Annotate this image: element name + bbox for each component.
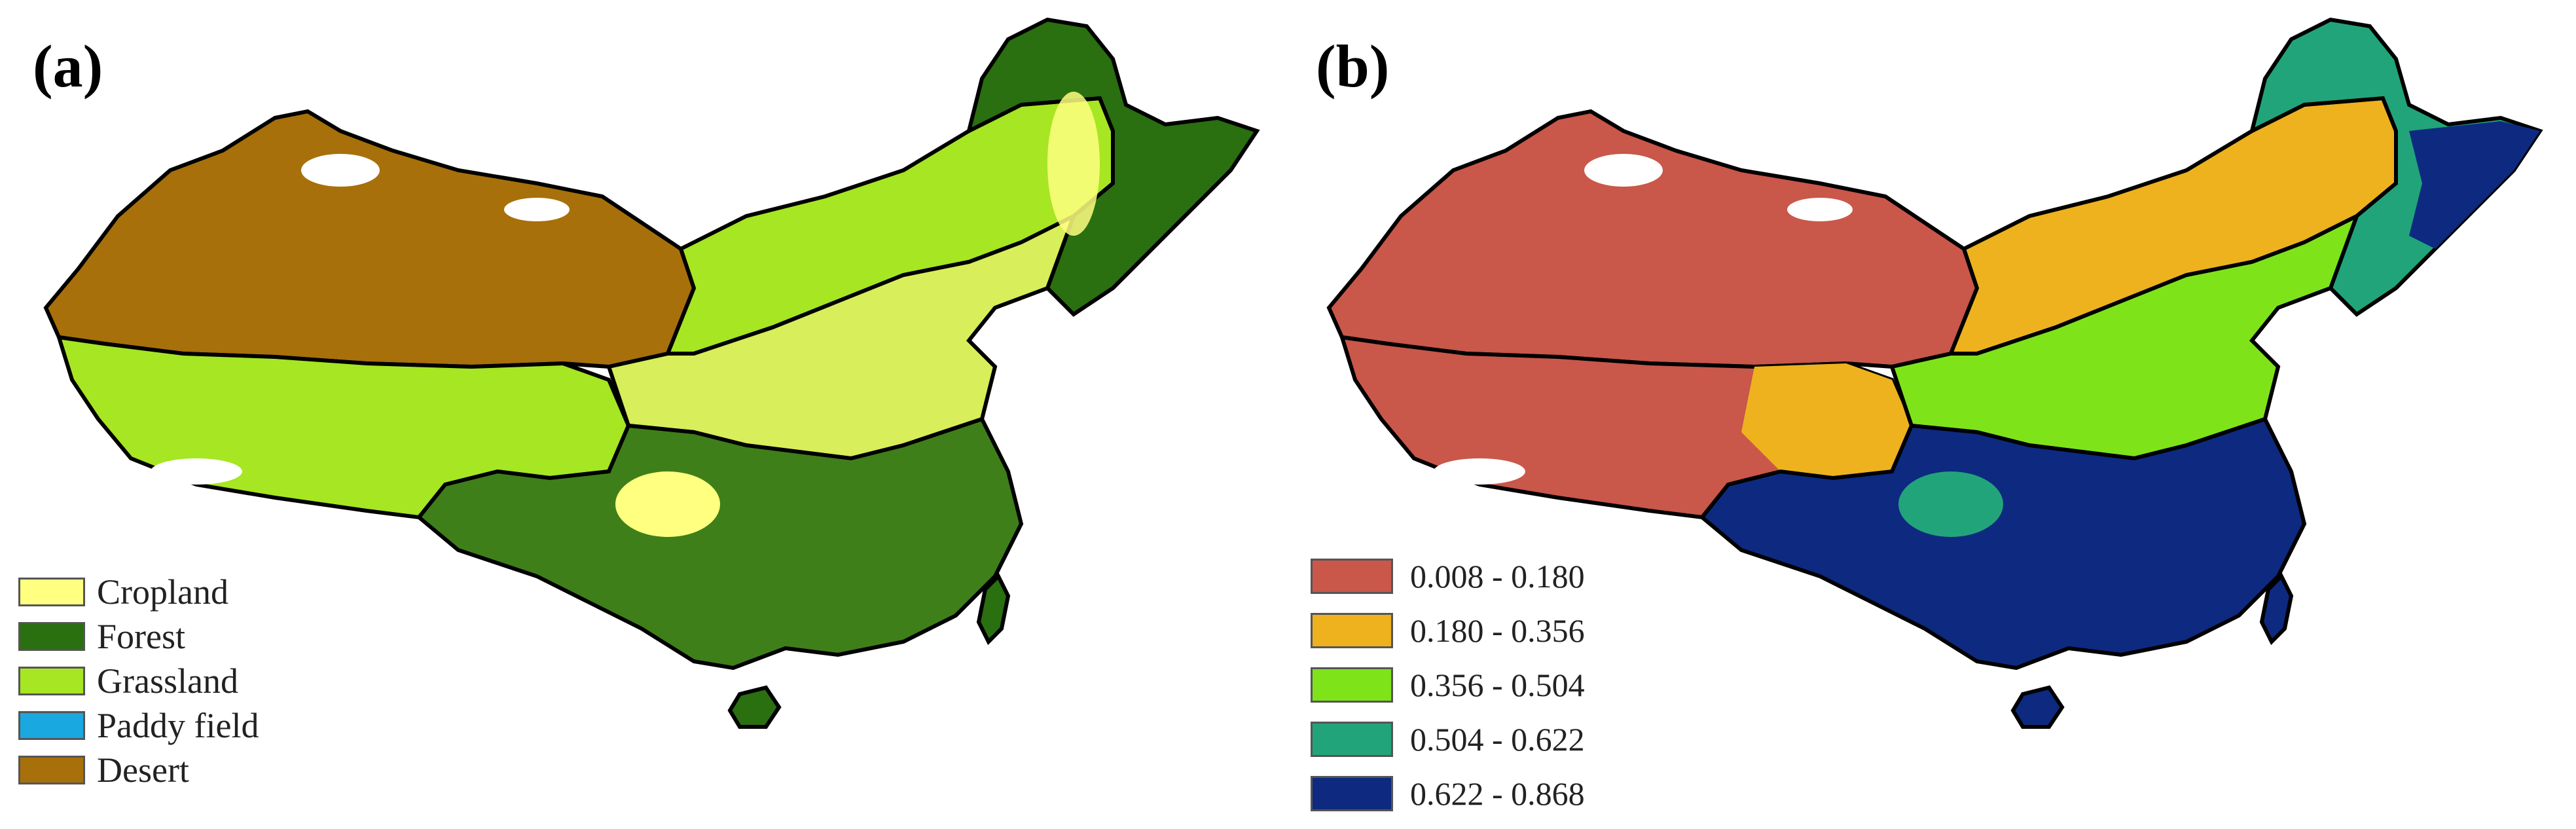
legend-label: Desert <box>97 750 189 790</box>
map-region-northeast-plain <box>1047 92 1100 236</box>
legend-item: 0.504 - 0.622 <box>1311 712 1585 766</box>
legend-swatch <box>18 667 85 695</box>
map-gap <box>301 154 380 187</box>
map-island-hainan <box>2010 685 2065 729</box>
map-region-northeast-east <box>2409 121 2540 249</box>
legend-item: Paddy field <box>18 703 259 748</box>
legend-swatch <box>1311 612 1393 648</box>
panel-b-value-map: (b) 0.008 - 0.180 0.180 - 0.356 0.356 - 0.… <box>1283 0 2576 829</box>
map-region-sichuan-basin <box>615 471 720 537</box>
legend-label: 0.008 - 0.180 <box>1410 557 1585 595</box>
land-cover-map <box>43 17 1260 729</box>
map-gap <box>151 458 242 485</box>
map-region-south <box>1699 416 2307 671</box>
map-gap <box>1434 458 1525 485</box>
map-island-taiwan <box>2259 572 2294 646</box>
panel-label: (a) <box>33 33 103 100</box>
legend-swatch <box>1311 721 1393 757</box>
panel-label: (b) <box>1316 33 1390 100</box>
legend-item: 0.356 - 0.504 <box>1311 657 1585 712</box>
legend-swatch <box>18 711 85 740</box>
map-island-taiwan <box>976 572 1011 646</box>
legend-label: Paddy field <box>97 706 259 745</box>
legend-item: Grassland <box>18 659 259 703</box>
legend-label: Cropland <box>97 572 228 612</box>
value-class-legend: 0.008 - 0.180 0.180 - 0.356 0.356 - 0.504 0… <box>1311 549 1585 820</box>
panel-a-land-cover-map: (a) Cropland Forest Grassland Paddy field De… <box>0 0 1283 829</box>
legend-swatch <box>18 756 85 784</box>
legend-swatch <box>18 578 85 606</box>
legend-label: Grassland <box>97 661 238 701</box>
legend-label: 0.356 - 0.504 <box>1410 666 1585 703</box>
legend-item: 0.008 - 0.180 <box>1311 549 1585 603</box>
legend-swatch <box>1311 775 1393 811</box>
value-class-map <box>1326 17 2543 729</box>
land-cover-legend: Cropland Forest Grassland Paddy field Desert <box>18 570 259 792</box>
map-region-tibet-east <box>1741 363 1912 478</box>
legend-item: Desert <box>18 748 259 792</box>
legend-item: Forest <box>18 614 259 659</box>
map-gap <box>1584 154 1663 187</box>
map-island-hainan <box>727 685 782 729</box>
legend-label: 0.504 - 0.622 <box>1410 720 1585 758</box>
legend-label: 0.622 - 0.868 <box>1410 775 1585 812</box>
map-gap <box>1787 198 1853 221</box>
legend-item: 0.180 - 0.356 <box>1311 603 1585 657</box>
map-gap <box>504 198 570 221</box>
legend-swatch <box>18 622 85 651</box>
legend-label: Forest <box>97 617 185 656</box>
legend-item: 0.622 - 0.868 <box>1311 766 1585 820</box>
legend-swatch <box>1311 558 1393 594</box>
map-region-northwest <box>1326 109 1980 369</box>
map-region-south <box>416 416 1024 671</box>
map-region-northeast <box>966 17 1260 317</box>
legend-item: Cropland <box>18 570 259 614</box>
map-region-sichuan-basin <box>1898 471 2003 537</box>
legend-label: 0.180 - 0.356 <box>1410 612 1585 649</box>
map-region-northwest <box>43 109 697 369</box>
legend-swatch <box>1311 667 1393 703</box>
